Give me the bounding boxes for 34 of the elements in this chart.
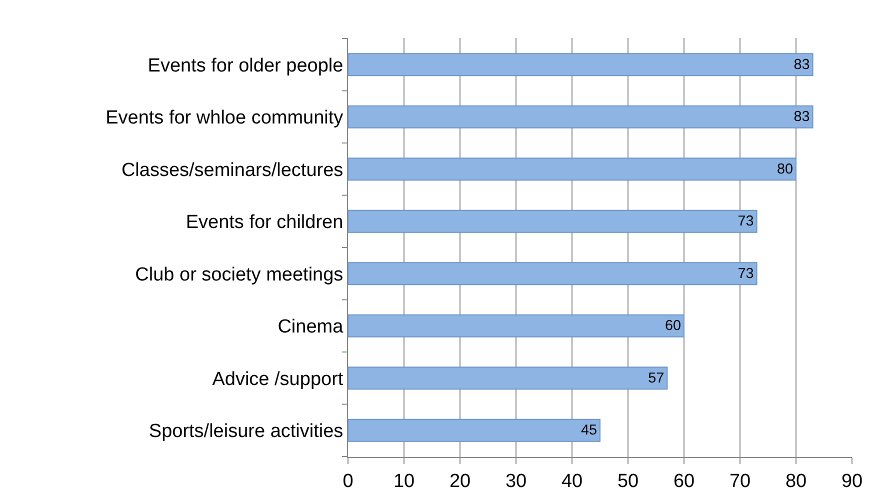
data-label: 83	[794, 56, 810, 73]
x-tick-label: 90	[841, 470, 863, 492]
y-tick-label: Sports/leisure activities	[148, 421, 344, 442]
y-tick-label: Classes/seminars/lectures	[121, 160, 344, 181]
x-tick-label: 60	[673, 470, 695, 492]
y-tick-label: Cinema	[278, 316, 344, 338]
bar	[348, 262, 758, 286]
x-tick-label: 30	[505, 470, 527, 492]
x-tick-label: 70	[729, 470, 751, 492]
data-label: 60	[664, 318, 681, 334]
bar	[348, 158, 796, 181]
y-tick-label: Club or society meetings	[135, 264, 344, 286]
y-tick-label: Advice /support	[212, 368, 344, 390]
x-tick-label: 50	[617, 470, 639, 492]
y-tick-label: Events for children	[186, 212, 344, 234]
bar	[348, 53, 814, 76]
y-tick-label: Events for whloe community	[106, 108, 344, 129]
data-label: 80	[776, 161, 793, 178]
x-tick-label: 0	[342, 470, 354, 492]
bar	[348, 418, 600, 442]
bar	[348, 210, 758, 233]
bar	[348, 105, 814, 128]
data-label: 73	[738, 266, 754, 282]
x-tick-label: 40	[561, 470, 583, 492]
data-label: 45	[580, 422, 597, 439]
x-tick-label: 20	[449, 470, 471, 492]
data-label: 57	[648, 370, 664, 386]
data-label: 83	[794, 109, 810, 126]
x-tick-label: 10	[393, 470, 415, 492]
y-tick-label: Events for older people	[148, 55, 344, 76]
bar	[348, 366, 668, 390]
bar	[348, 314, 684, 338]
x-tick-label: 80	[785, 470, 807, 492]
data-label: 73	[738, 214, 754, 230]
